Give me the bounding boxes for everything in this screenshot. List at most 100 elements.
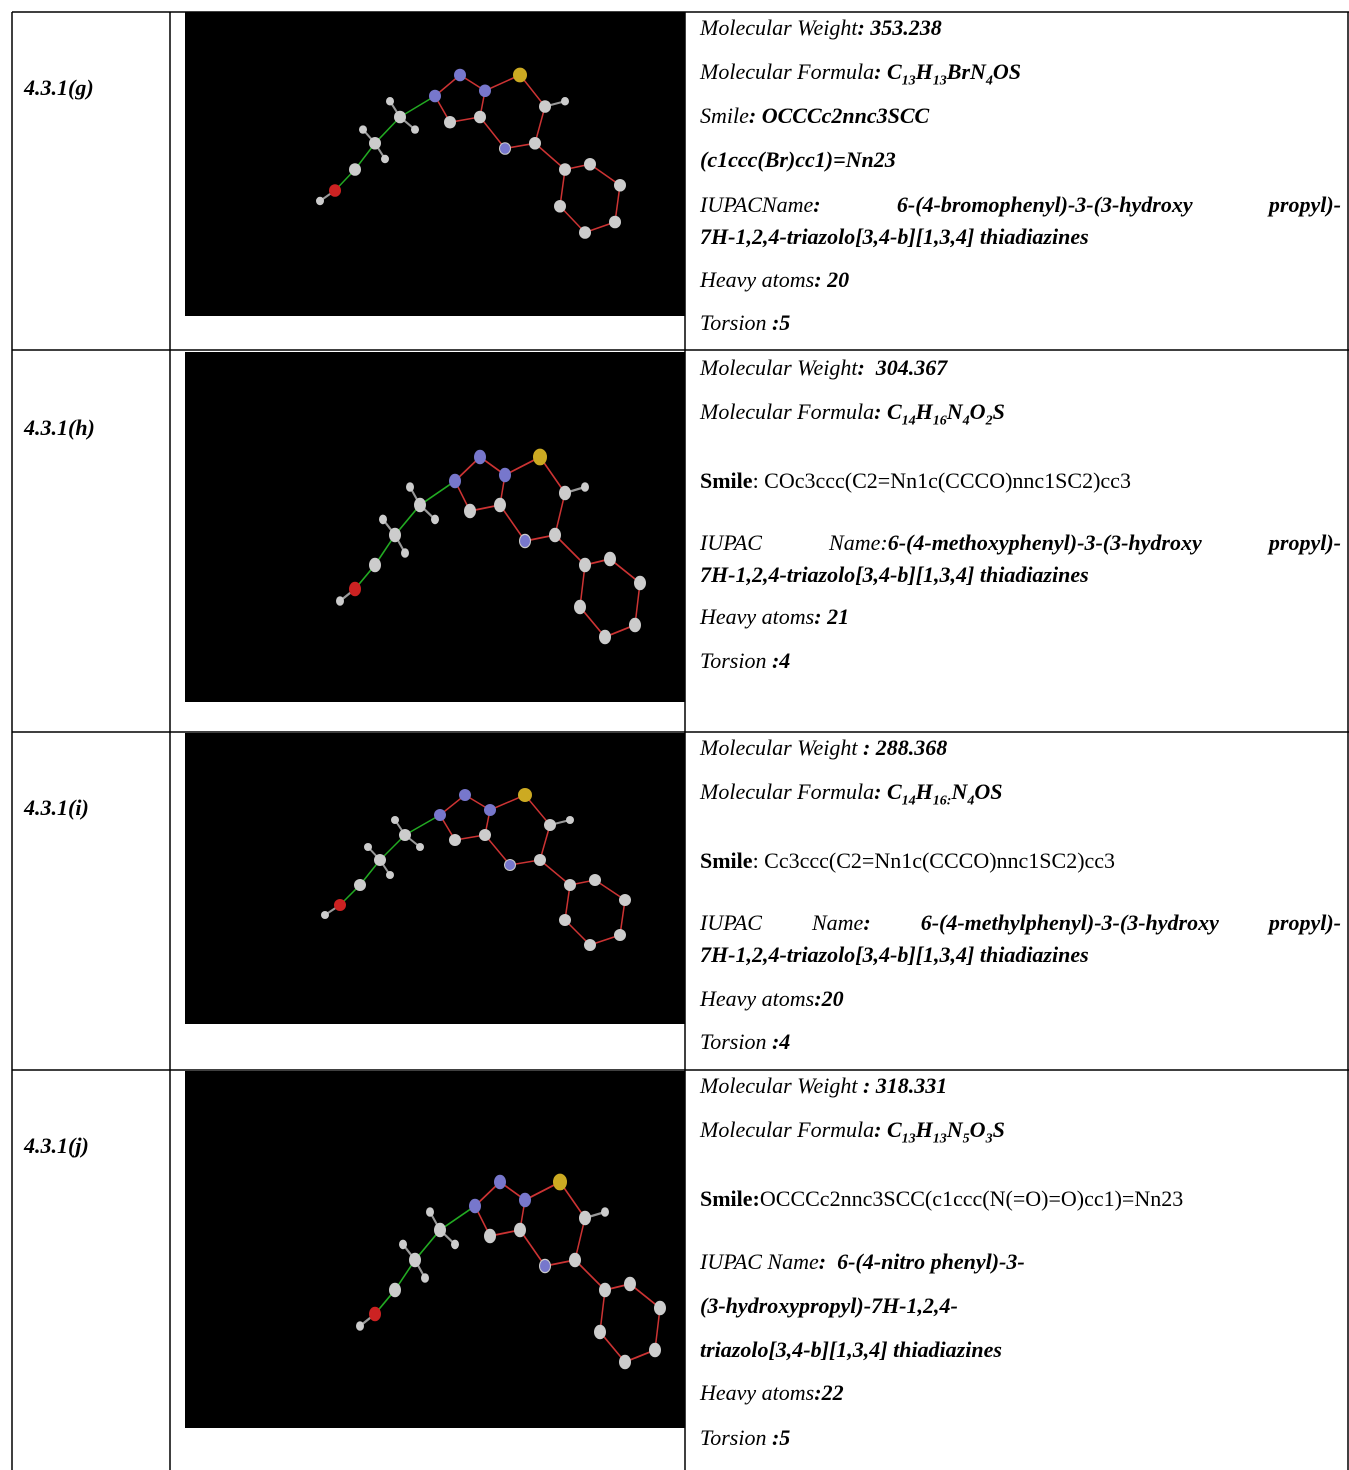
text: H [916, 1117, 933, 1142]
row-id: 4.3.1(j) [24, 1133, 89, 1159]
heavy-atoms: Heavy atoms: 21 [700, 604, 1341, 630]
formula: Molecular Formula: C14H16:N4OS [700, 779, 1341, 805]
heavy-atoms: Heavy atoms: 20 [700, 267, 1341, 293]
row-id: 4.3.1(g) [24, 75, 94, 101]
iupac-cont: triazolo[3,4-b][1,3,4] thiadiazines [700, 1337, 1341, 1363]
smile: Smile: Cc3ccc(C2=Nn1c(CCCO)nnc1SC2)cc3 [700, 848, 1341, 874]
text: Heavy atoms [700, 604, 814, 629]
text: Molecular Formula [700, 1117, 874, 1142]
text: IUPAC Name [700, 1249, 819, 1274]
iupac-cont: 7H-1,2,4-triazolo[3,4-b][1,3,4] thiadiaz… [700, 942, 1341, 968]
text: Heavy atoms [700, 267, 814, 292]
text: Heavy atoms [700, 986, 814, 1011]
text: : COc3ccc(C2=Nn1c(CCCO)nnc1SC2)cc3 [753, 468, 1131, 493]
page: 4.3.1(g) Molecular Weight: 353.238 Molec… [0, 0, 1349, 1470]
text: :5 [766, 310, 790, 335]
torsion: Torsion :4 [700, 648, 1341, 674]
text: Torsion [700, 648, 766, 673]
text: :20 [814, 986, 843, 1011]
text: Molecular Formula [700, 399, 874, 424]
formula: Molecular Formula: C14H16N4O2S [700, 399, 1341, 425]
row-id: 4.3.1(h) [24, 415, 95, 441]
molecular-weight: Molecular Weight : 318.331 [700, 1073, 1341, 1099]
text: Molecular Weight [700, 355, 857, 380]
text: : 6-(4-bromophenyl)-3-(3-hydroxy propyl)… [813, 192, 1341, 217]
molecular-weight: Molecular Weight: 353.238 [700, 15, 1341, 41]
text: 14 [902, 793, 916, 808]
text: Smile [700, 848, 753, 873]
text: : OCCCc2nnc3SCC [749, 103, 929, 128]
text: : 20 [814, 267, 849, 292]
text: H [916, 59, 933, 84]
molecule-images [185, 12, 685, 1428]
smile-cont: (c1ccc(Br)cc1)=Nn23 [700, 147, 1341, 173]
molecular-weight: Molecular Weight : 288.368 [700, 735, 1341, 761]
text: 16 [933, 413, 947, 428]
text: S [993, 1117, 1005, 1142]
heavy-atoms: Heavy atoms:20 [700, 986, 1341, 1012]
text: 13 [902, 1131, 916, 1146]
text: IUPACName [700, 192, 813, 217]
text: : 6-(4-nitro phenyl)-3- [819, 1249, 1025, 1274]
text: S [993, 399, 1005, 424]
text: : C [874, 1117, 902, 1142]
text: 4 [986, 73, 993, 88]
text: Torsion [700, 1425, 766, 1450]
text: :4 [766, 648, 790, 673]
text: Molecular Formula [700, 59, 874, 84]
text: 3 [986, 1131, 993, 1146]
text: Molecular Weight [700, 1073, 857, 1098]
text: : 318.331 [857, 1073, 947, 1098]
smile: Smile: OCCCc2nnc3SCC [700, 103, 1341, 129]
text: OS [974, 779, 1002, 804]
text: H [916, 399, 933, 424]
text: 4 [963, 413, 970, 428]
text: 13 [933, 1131, 947, 1146]
text: BrN [947, 59, 986, 84]
text: N [947, 399, 963, 424]
molecule-image [185, 352, 685, 702]
text: : C [874, 779, 902, 804]
iupac-cont: (3-hydroxypropyl)-7H-1,2,4- [700, 1293, 1341, 1319]
heavy-atoms: Heavy atoms:22 [700, 1380, 1341, 1406]
text: :5 [766, 1425, 790, 1450]
text: : Cc3ccc(C2=Nn1c(CCCO)nnc1SC2)cc3 [753, 848, 1116, 873]
text: 14 [902, 413, 916, 428]
text: 2 [986, 413, 993, 428]
text: :22 [814, 1380, 843, 1405]
text: 16: [933, 793, 952, 808]
text: N [947, 1117, 963, 1142]
formula: Molecular Formula: C13H13BrN4OS [700, 59, 1341, 85]
text: : 288.368 [857, 735, 947, 760]
text: IUPAC Name: [700, 530, 888, 555]
text: Torsion [700, 310, 766, 335]
text: OCCCc2nnc3SCC(c1ccc(N(=O)=O)cc1)=Nn23 [760, 1186, 1183, 1211]
text: Molecular Weight [700, 15, 857, 40]
text: Molecular Weight [700, 735, 857, 760]
torsion: Torsion :4 [700, 1029, 1341, 1055]
molecule-image [185, 12, 685, 316]
molecule-image [185, 1071, 685, 1428]
iupac-cont: 7H-1,2,4-triazolo[3,4-b][1,3,4] thiadiaz… [700, 224, 1341, 250]
molecular-weight: Molecular Weight: 304.367 [700, 355, 1341, 381]
text: Smile: [700, 1186, 760, 1211]
smile: Smile:OCCCc2nnc3SCC(c1ccc(N(=O)=O)cc1)=N… [700, 1186, 1341, 1212]
text: : 21 [814, 604, 849, 629]
torsion: Torsion :5 [700, 310, 1341, 336]
iupac: IUPAC Name:6-(4-methoxyphenyl)-3-(3-hydr… [700, 530, 1341, 556]
text: 5 [963, 1131, 970, 1146]
torsion: Torsion :5 [700, 1425, 1341, 1451]
text: :4 [766, 1029, 790, 1054]
formula: Molecular Formula: C13H13N5O3S [700, 1117, 1341, 1143]
text: O [970, 399, 986, 424]
text: H [916, 779, 933, 804]
smile: Smile: COc3ccc(C2=Nn1c(CCCO)nnc1SC2)cc3 [700, 468, 1341, 494]
row-id: 4.3.1(i) [24, 795, 89, 821]
text: 13 [902, 73, 916, 88]
text: : 353.238 [857, 15, 941, 40]
text: : 304.367 [857, 355, 947, 380]
text: 13 [933, 73, 947, 88]
iupac: IUPACName: 6-(4-bromophenyl)-3-(3-hydrox… [700, 192, 1341, 218]
text: N [951, 779, 967, 804]
iupac: IUPAC Name: 6-(4-nitro phenyl)-3- [700, 1249, 1341, 1275]
